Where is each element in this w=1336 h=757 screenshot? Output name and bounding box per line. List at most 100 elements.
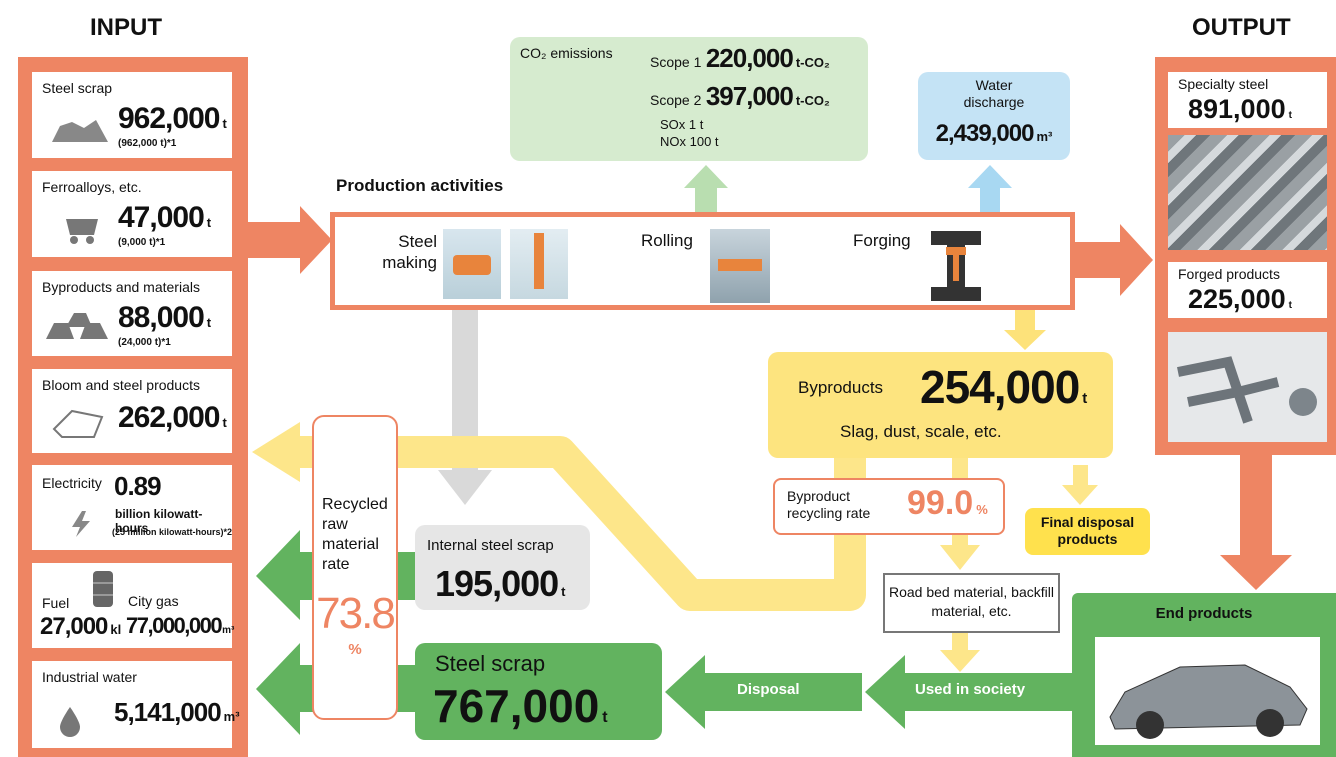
output-item: Specialty steel 891,000 t	[1168, 72, 1327, 128]
water-arrow	[968, 165, 1012, 212]
icon	[46, 313, 108, 339]
sox: SOx 1 t	[660, 117, 704, 132]
icon	[66, 219, 98, 244]
emissions-box: CO₂ emissions Scope 1 220,000 t-CO₂ Scope…	[510, 37, 868, 161]
steel-making-image	[443, 229, 501, 299]
label: Specialty steel	[1178, 76, 1269, 92]
value: 0.89	[114, 471, 162, 501]
final-arrow	[1062, 465, 1098, 505]
scope-value: 397,000	[705, 81, 794, 111]
input-item: Steel scrap 962,000 t (962,000 t)*1	[32, 72, 232, 158]
output-item: Forged products 225,000 t	[1168, 262, 1327, 318]
input-item: Ferroalloys, etc. 47,000 t (9,000 t)*1	[32, 171, 232, 257]
unit: m³	[222, 625, 235, 636]
forged-products-image	[1168, 332, 1327, 442]
final-disposal-box: Final disposal products	[1025, 508, 1150, 555]
end-products-box: End products	[1072, 593, 1336, 757]
icon	[60, 707, 80, 737]
label: Ferroalloys, etc.	[42, 179, 142, 195]
steel-scrap-label: Steel scrap	[435, 651, 546, 676]
steel-scrap-unit: t	[602, 709, 608, 726]
production-box: Steel making Rolling Forging	[330, 212, 1075, 310]
byproducts-box: Byproducts 254,000 t Slag, dust, scale, e…	[768, 352, 1113, 458]
byproducts-label: Byproducts	[798, 378, 884, 397]
value: 962,000	[118, 102, 220, 135]
steel-scrap-value: 767,000	[433, 680, 600, 732]
unit: t	[222, 116, 227, 131]
internal-scrap-label: Internal steel scrap	[427, 537, 554, 554]
value: 88,000	[118, 301, 205, 334]
society-arrow	[940, 633, 980, 672]
water-box: Water discharge 2,439,000 m³	[918, 72, 1070, 160]
internal-arrow	[438, 310, 492, 505]
car-icon	[1109, 664, 1308, 739]
label: Fuel	[42, 595, 70, 611]
label: Byproducts and materials	[42, 279, 200, 295]
society-flow-arrow	[865, 655, 1072, 729]
rolling-image	[710, 229, 770, 303]
scope-label: Scope 2	[650, 92, 702, 108]
label: Steel scrap	[42, 80, 113, 96]
icon	[72, 511, 90, 537]
value: 225,000	[1188, 284, 1286, 314]
scope-value: 220,000	[705, 43, 794, 73]
note: (962,000 t)*1	[118, 138, 177, 149]
label: City gas	[128, 593, 179, 609]
end-products-label: End products	[1155, 605, 1253, 622]
note: (9,000 t)*1	[118, 237, 166, 248]
road-bed-label: Road bed material, backfill material, et…	[889, 584, 1054, 619]
icon	[52, 120, 108, 142]
recycled-rate-box: Recycled raw material rate 73.8 %	[312, 415, 398, 720]
final-disposal-label: Final disposal products	[1040, 514, 1135, 547]
end-arrow	[1220, 455, 1292, 590]
label: Forged products	[1178, 266, 1280, 282]
unit: t	[206, 215, 212, 230]
input-item: Bloom and steel products 262,000 t	[32, 369, 232, 453]
scope-label: Scope 1	[650, 54, 702, 70]
unit: t	[1288, 110, 1292, 121]
steel-making-image	[510, 229, 568, 299]
recycled-rate-unit: %	[348, 641, 362, 658]
step: Forging	[853, 231, 911, 250]
unit: t	[222, 415, 227, 430]
label: Bloom and steel products	[42, 377, 200, 393]
recycle-band-head	[252, 422, 300, 482]
value: 5,141,000	[114, 697, 222, 727]
recycling-rate-box: Byproduct recycling rate 99.0%	[773, 478, 1005, 535]
recycling-unit: %	[976, 502, 988, 517]
co2-arrow	[684, 165, 728, 212]
value: 77,000,000	[126, 613, 223, 638]
unit: t	[1288, 300, 1292, 311]
steel-scrap-box: Steel scrap 767,000 t	[415, 643, 662, 740]
byproducts-value: 254,000	[920, 361, 1080, 413]
value: 27,000	[40, 613, 108, 640]
byproducts-unit: t	[1082, 390, 1088, 407]
water-value: 2,439,000	[935, 120, 1035, 147]
internal-scrap-box: Internal steel scrap 195,000 t	[415, 525, 590, 610]
input-item: Byproducts and materials 88,000 t (24,000…	[32, 271, 232, 356]
internal-scrap-value: 195,000	[435, 563, 559, 604]
disposal-arrow	[665, 655, 862, 729]
byproducts-detail: Slag, dust, scale, etc.	[840, 422, 1002, 441]
icon	[93, 571, 113, 607]
water-unit: m³	[1036, 129, 1053, 144]
scope-unit: t-CO₂	[795, 93, 830, 108]
recycled-rate-label: Recycled raw material rate	[322, 496, 388, 573]
output-arrow	[1075, 224, 1153, 296]
note: (24,000 t)*1	[118, 337, 171, 348]
step: Steel making	[382, 232, 437, 272]
unit: m³	[223, 709, 240, 724]
recycling-label: Byproduct recycling rate	[787, 488, 871, 521]
value: 891,000	[1188, 94, 1286, 124]
icon	[52, 409, 104, 438]
specialty-steel-image	[1168, 135, 1327, 250]
value: 262,000	[118, 401, 220, 434]
recycled-rate-value: 73.8	[316, 589, 396, 638]
unit: billion kilowatt-hours	[115, 507, 203, 535]
used-in-society-label: Used in society	[915, 681, 1026, 698]
recycle-band	[298, 436, 866, 611]
label: Electricity	[42, 475, 102, 491]
car-image	[1095, 637, 1320, 745]
road-bed-box: Road bed material, backfill material, et…	[883, 573, 1060, 633]
